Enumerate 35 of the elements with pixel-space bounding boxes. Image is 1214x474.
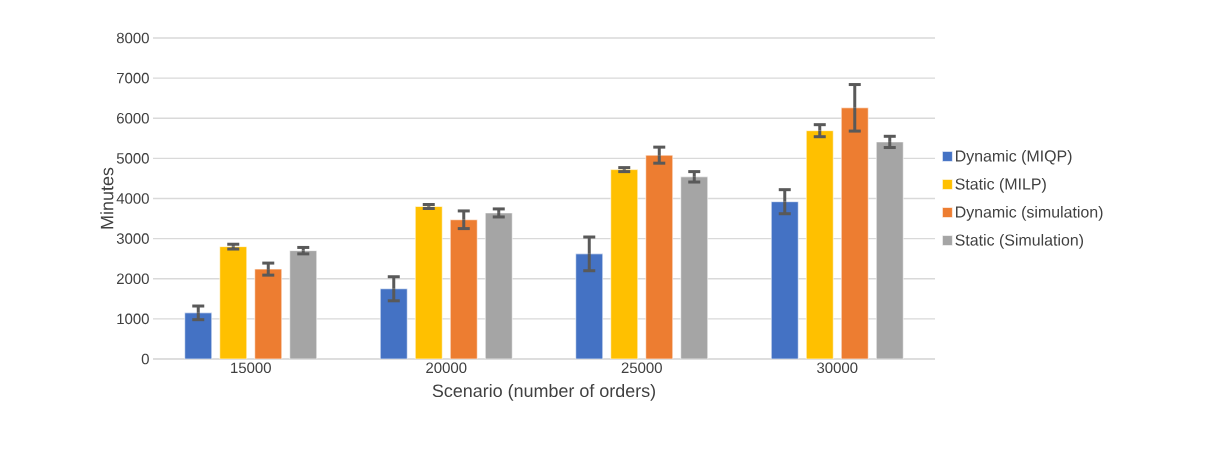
legend-label: Static (Simulation) [955,234,1084,249]
y-tick-label: 0 [141,353,149,365]
bar [254,268,283,359]
legend-label: Static (MILP) [955,177,1046,193]
y-tick-label: 1000 [117,313,149,325]
x-tick-label: 25000 [621,362,662,374]
y-tick-label: 3000 [116,233,149,244]
bar [770,201,799,359]
x-tick-label: 30000 [817,362,858,374]
x-axis-title: Scenario (number of orders) [432,383,655,401]
y-tick-label: 5000 [116,153,149,164]
bar [840,107,869,359]
bar [184,312,213,359]
legend-label: Dynamic (MIQP) [956,149,1072,165]
y-tick-label: 4000 [116,193,149,204]
bar [575,253,604,359]
y-axis-title: Minutes [100,167,114,229]
bar [645,154,674,359]
bar [680,176,709,359]
x-tick-label: 15000 [231,362,271,374]
bar [449,219,478,359]
bar [805,130,834,359]
x-tick-label: 20000 [426,362,467,374]
bar [610,169,639,359]
bar [219,246,248,359]
legend-label: Dynamic (simulation) [956,205,1103,221]
bar [379,288,408,359]
bar [289,250,318,359]
bar [414,206,443,359]
bar [875,141,904,359]
bar [484,212,513,359]
y-tick-label: 2000 [117,273,149,285]
y-tick-label: 6000 [117,112,149,124]
y-tick-label: 8000 [116,32,149,44]
y-tick-label: 7000 [117,72,149,84]
